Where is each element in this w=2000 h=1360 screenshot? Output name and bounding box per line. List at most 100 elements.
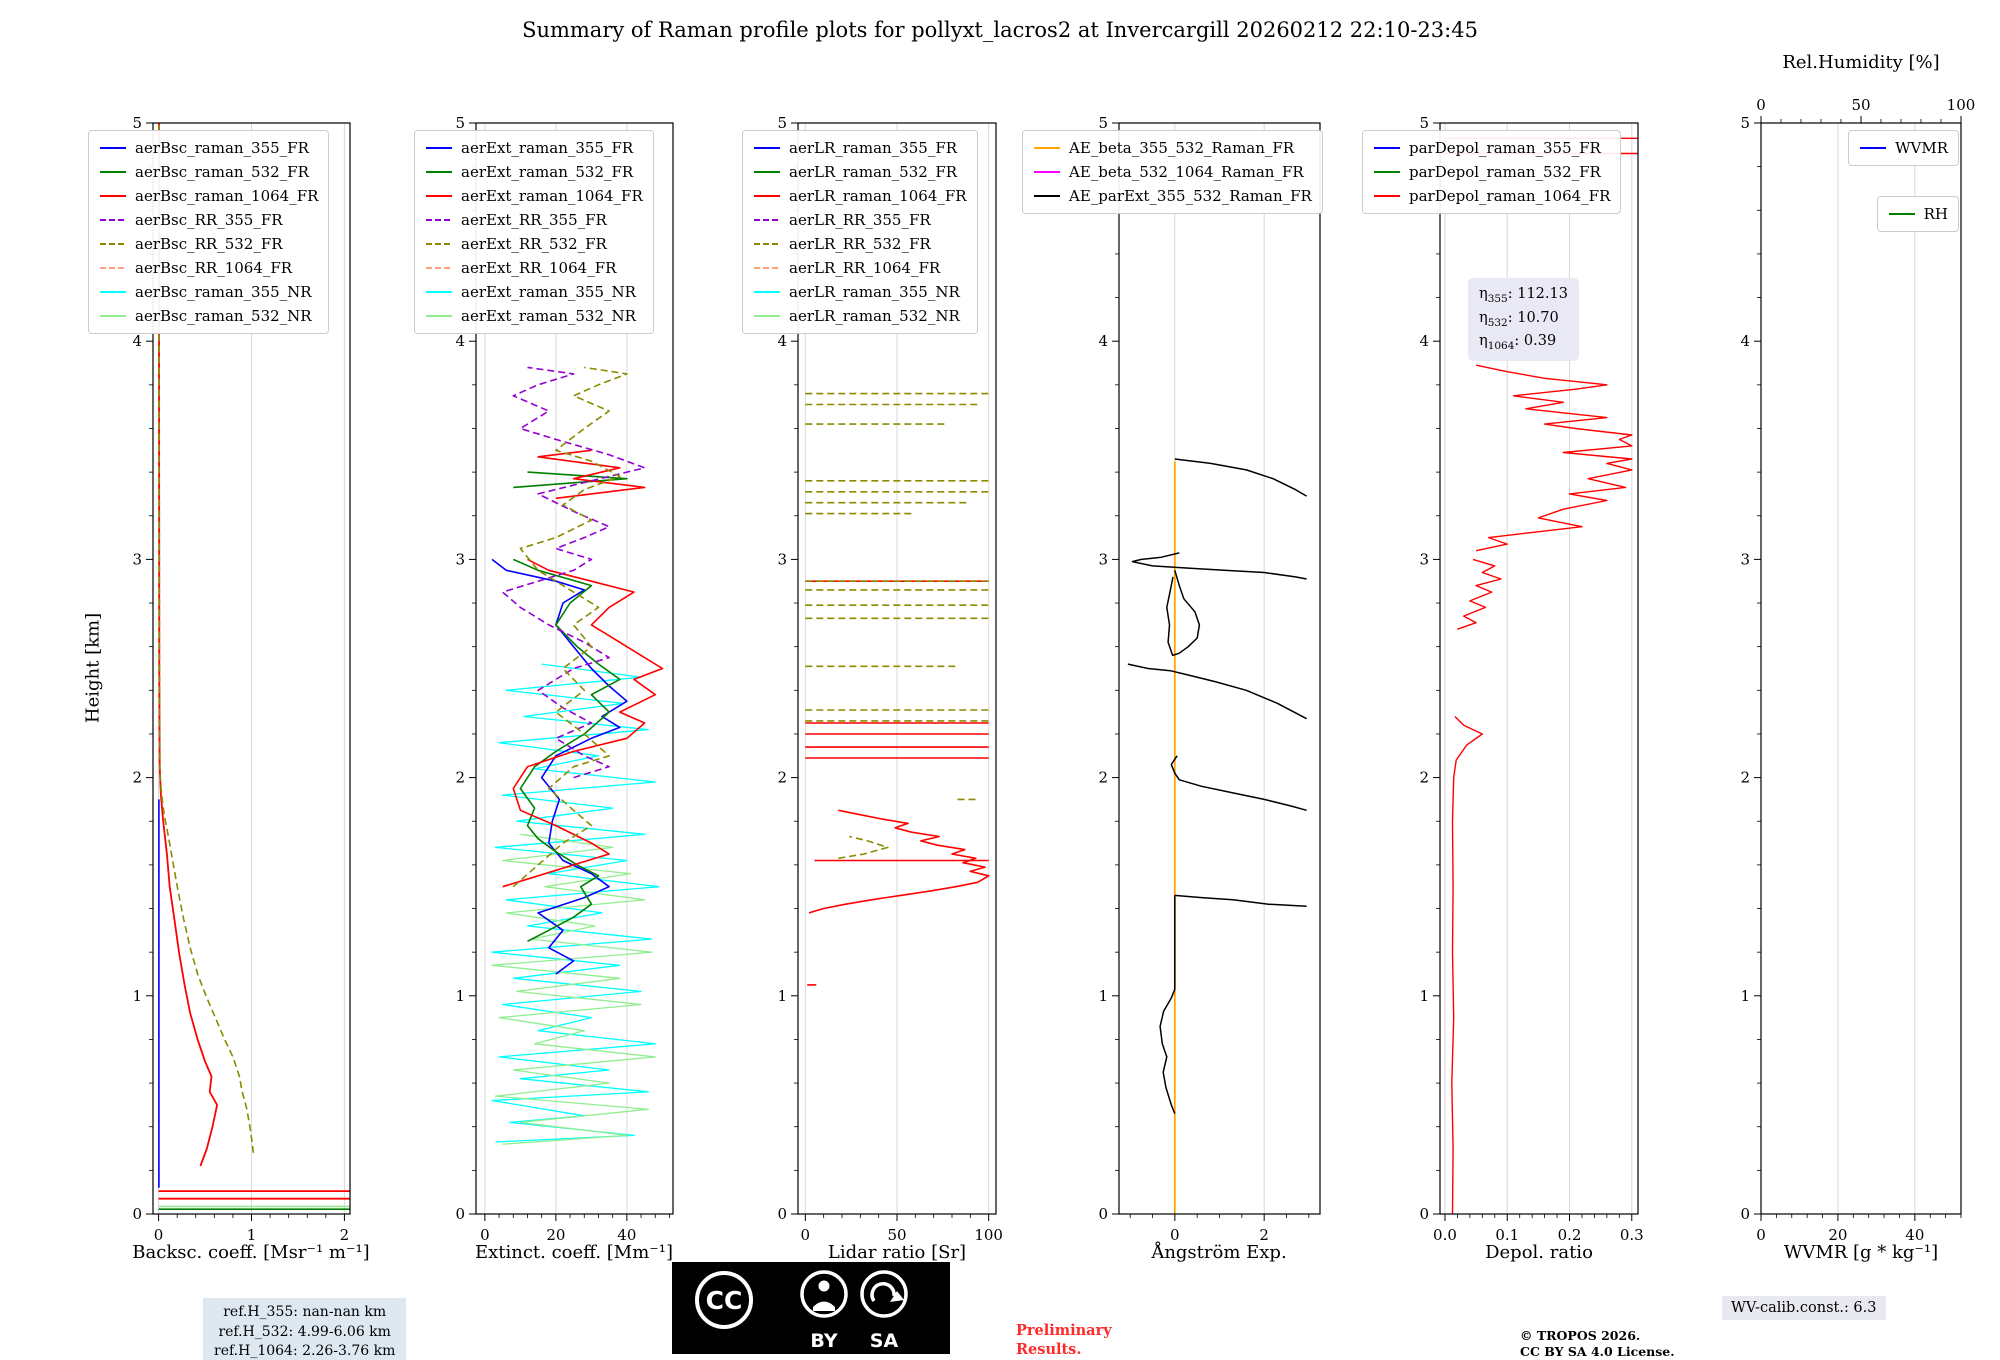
svg-text:4: 4: [777, 332, 787, 350]
xlabel-lidar-ratio: Lidar ratio [Sr]: [827, 1242, 967, 1263]
legend-line-swatch: [426, 219, 452, 221]
svg-text:1: 1: [1740, 987, 1750, 1005]
sa-icon: [860, 1270, 908, 1318]
legend-label: aerLR_raman_355_FR: [789, 139, 958, 157]
legend-line-swatch: [100, 267, 126, 269]
legend-label: aerExt_RR_355_FR: [461, 211, 607, 229]
svg-text:2: 2: [132, 769, 142, 787]
legend-line-swatch: [100, 291, 126, 293]
tropos-copyright: © TROPOS 2026. CC BY SA 4.0 License.: [1520, 1328, 1675, 1360]
svg-text:50: 50: [1851, 96, 1870, 114]
legend-line-swatch: [100, 147, 126, 149]
svg-text:0: 0: [801, 1226, 811, 1244]
svg-text:0: 0: [132, 1205, 142, 1223]
legend-line-swatch: [1888, 213, 1915, 215]
legend-panel-6-1: WVMR: [1848, 130, 1959, 166]
legend-panel-1: aerBsc_raman_355_FR aerBsc_raman_532_FR ae…: [88, 130, 330, 334]
legend-line-swatch: [754, 147, 780, 149]
y-axis-label: Height [km]: [82, 612, 104, 724]
tropos-line-1: © TROPOS 2026.: [1520, 1328, 1641, 1343]
xlabel-backscatter: Backsc. coeff. [Msr⁻¹ m⁻¹]: [132, 1242, 370, 1263]
svg-text:3: 3: [1098, 550, 1108, 568]
legend-label: aerLR_raman_1064_FR: [789, 187, 967, 205]
legend-entry: parDepol_raman_355_FR: [1373, 136, 1610, 160]
legend-line-swatch: [1374, 195, 1400, 197]
legend-line-swatch: [426, 291, 452, 293]
svg-text:0: 0: [1170, 1226, 1180, 1244]
svg-text:5: 5: [1740, 114, 1750, 132]
xlabel-extinction: Extinct. coeff. [Mm⁻¹]: [474, 1242, 674, 1263]
legend-entry: aerExt_RR_355_FR: [425, 208, 643, 232]
legend-label: parDepol_raman_1064_FR: [1409, 187, 1611, 205]
legend-entry: aerLR_raman_355_NR: [753, 280, 967, 304]
svg-text:2: 2: [1098, 769, 1108, 787]
legend-entry: aerLR_RR_1064_FR: [753, 256, 967, 280]
legend-entry: aerBsc_RR_1064_FR: [99, 256, 318, 280]
tropos-line-2: CC BY SA 4.0 License.: [1520, 1344, 1675, 1360]
svg-text:0.1: 0.1: [1495, 1226, 1519, 1244]
legend-line-swatch: [100, 219, 126, 221]
svg-text:5: 5: [132, 114, 142, 132]
legend-line-swatch: [426, 315, 452, 317]
legend-line-swatch: [754, 219, 780, 221]
legend-entry: aerExt_raman_355_FR: [425, 136, 643, 160]
legend-entry: aerExt_raman_355_NR: [425, 280, 643, 304]
svg-text:4: 4: [132, 332, 142, 350]
legend-entry: parDepol_raman_1064_FR: [1373, 184, 1610, 208]
legend-entry: parDepol_raman_532_FR: [1373, 160, 1610, 184]
cc-license-badge: CC BY SA: [672, 1262, 950, 1354]
legend-line-swatch: [426, 171, 452, 173]
eta-row-1064: η1064: 0.39: [1479, 333, 1557, 353]
legend-label: aerBsc_RR_355_FR: [135, 211, 283, 229]
svg-text:4: 4: [1419, 332, 1429, 350]
svg-text:5: 5: [777, 114, 787, 132]
svg-text:3: 3: [132, 550, 142, 568]
legend-label: AE_beta_532_1064_Raman_FR: [1069, 163, 1304, 181]
legend-label: aerExt_raman_532_FR: [461, 163, 634, 181]
legend-entry: aerLR_raman_1064_FR: [753, 184, 967, 208]
svg-text:5: 5: [455, 114, 465, 132]
legend-line-swatch: [754, 315, 780, 317]
legend-entry: RH: [1888, 202, 1948, 226]
xlabel-angstrom: Ångström Exp.: [1151, 1242, 1287, 1263]
legend-line-swatch: [426, 267, 452, 269]
svg-text:0: 0: [455, 1205, 465, 1223]
svg-text:40: 40: [1905, 1226, 1924, 1244]
svg-text:50: 50: [887, 1226, 906, 1244]
legend-entry: aerExt_raman_532_NR: [425, 304, 643, 328]
legend-line-swatch: [754, 195, 780, 197]
svg-text:4: 4: [1740, 332, 1750, 350]
legend-entry: aerExt_raman_532_FR: [425, 160, 643, 184]
legend-label: aerLR_RR_355_FR: [789, 211, 931, 229]
legend-line-swatch: [754, 291, 780, 293]
legend-panel-3: aerLR_raman_355_FR aerLR_raman_532_FR aerL…: [742, 130, 978, 334]
legend-line-swatch: [754, 171, 780, 173]
svg-text:20: 20: [1828, 1226, 1847, 1244]
panel-3: 0 50 100 0 1 2 3 4 5: [777, 114, 1003, 1244]
legend-entry: aerLR_raman_355_FR: [753, 136, 967, 160]
panel-4: 0 2 0 1 2 3 4 5: [1098, 114, 1321, 1244]
legend-label: aerBsc_RR_532_FR: [135, 235, 283, 253]
legend-label: aerExt_raman_355_FR: [461, 139, 634, 157]
legend-line-swatch: [100, 243, 126, 245]
svg-text:4: 4: [1098, 332, 1108, 350]
svg-text:0: 0: [1419, 1205, 1429, 1223]
legend-label: WVMR: [1895, 139, 1948, 157]
legend-entry: aerExt_raman_1064_FR: [425, 184, 643, 208]
legend-entry: aerLR_RR_355_FR: [753, 208, 967, 232]
cc-badge-graphic: CC BY SA: [695, 1270, 908, 1352]
legend-label: aerLR_raman_355_NR: [789, 283, 960, 301]
legend-label: aerExt_raman_355_NR: [461, 283, 636, 301]
svg-text:1: 1: [247, 1226, 257, 1244]
svg-text:5: 5: [1419, 114, 1429, 132]
svg-text:100: 100: [974, 1226, 1003, 1244]
svg-text:0.2: 0.2: [1558, 1226, 1582, 1244]
svg-text:4: 4: [455, 332, 465, 350]
legend-label: RH: [1923, 205, 1948, 223]
svg-text:0: 0: [1098, 1205, 1108, 1223]
legend-label: aerExt_RR_1064_FR: [461, 259, 617, 277]
legend-label: aerLR_raman_532_NR: [789, 307, 960, 325]
